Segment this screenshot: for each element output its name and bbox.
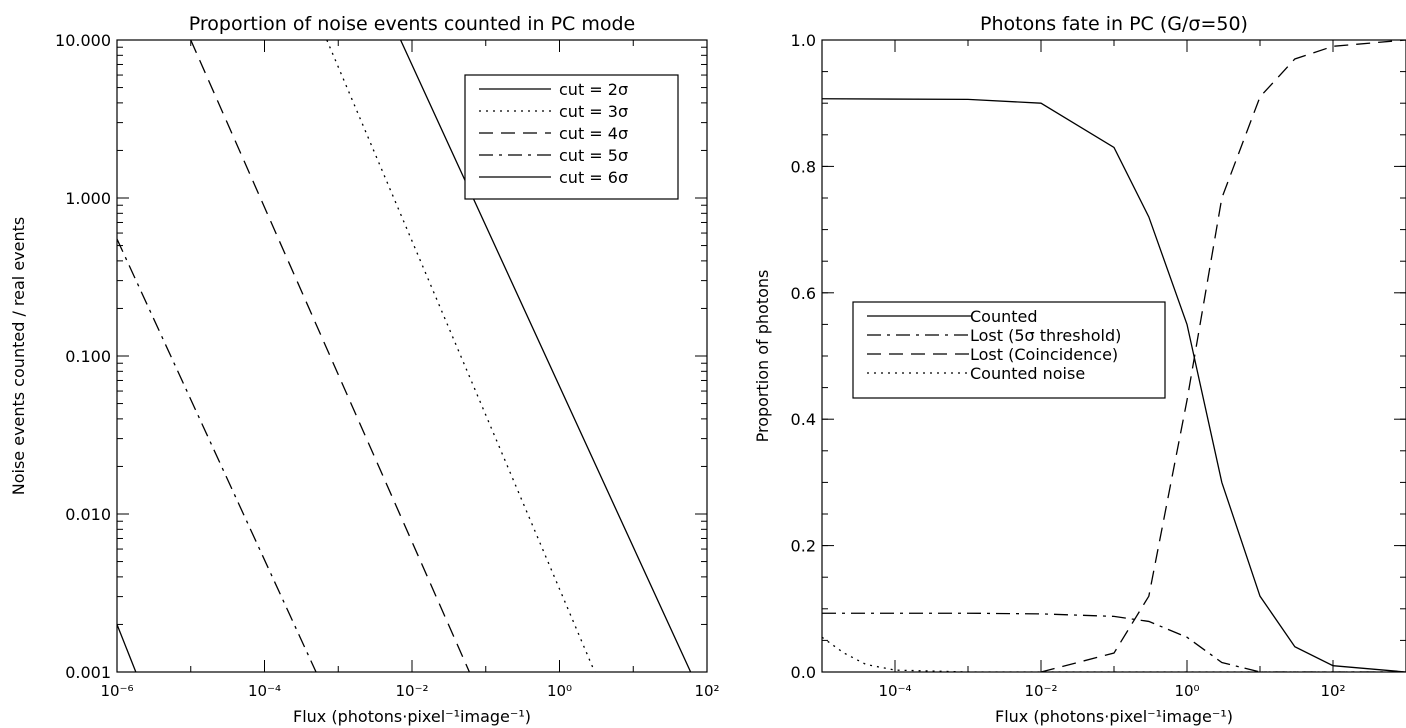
y-tick-label: 0.8 [791, 157, 816, 176]
x-tick-label: 10⁻² [1024, 682, 1057, 700]
series-line [822, 612, 1406, 672]
legend-label: cut = 3σ [559, 102, 628, 121]
y-tick-label: 0.100 [65, 347, 111, 366]
legend-label: cut = 2σ [559, 80, 628, 99]
y-tick-label: 1.0 [791, 31, 816, 50]
x-tick-label: 10⁻⁴ [878, 682, 911, 700]
legend-label: Counted noise [970, 364, 1085, 383]
chart-title: Proportion of noise events counted in PC… [189, 13, 635, 35]
series-line [190, 40, 470, 672]
x-tick-label: 10⁻⁴ [248, 682, 281, 700]
series-line [1040, 40, 1406, 672]
legend-label: cut = 6σ [559, 168, 628, 187]
x-axis-label: Flux (photons·pixel⁻¹image⁻¹) [995, 707, 1233, 726]
legend: cut = 2σ cut = 3σ cut = 4σ cut = 5σ cut = 6σ [464, 74, 679, 200]
x-tick-label: 10⁻² [395, 682, 428, 700]
y-tick-label: 0.010 [65, 505, 111, 524]
chart-title: Photons fate in PC (G/σ=50) [980, 13, 1248, 35]
legend-label: Counted [970, 307, 1038, 326]
x-tick-label: 10⁻⁶ [100, 682, 133, 700]
legend-box [852, 301, 1166, 399]
series-line [822, 636, 1406, 672]
y-tick-label: 0.6 [791, 284, 816, 303]
y-axis-label: Proportion of photons [753, 270, 772, 443]
y-tick-label: 0.2 [791, 537, 816, 556]
series-line [326, 40, 596, 672]
photons-fate-chart: Photons fate in PC (G/σ=50) 10⁻⁴ 10⁻² 10⁰ 10… [753, 13, 1406, 726]
legend-label: cut = 5σ [559, 146, 628, 165]
legend-label: Lost (5σ threshold) [970, 326, 1121, 345]
y-axis-label: Noise events counted / real events [9, 217, 28, 495]
series-line [399, 40, 692, 672]
x-tick-label: 10⁰ [1174, 682, 1199, 700]
y-tick-label: 0.001 [65, 663, 111, 682]
legend-box [464, 74, 679, 200]
x-axis-label: Flux (photons·pixel⁻¹image⁻¹) [293, 707, 531, 726]
legend-label: cut = 4σ [559, 124, 628, 143]
x-tick-label: 10² [1320, 682, 1345, 700]
series-line [822, 98, 1406, 672]
y-tick-label: 10.000 [55, 31, 111, 50]
series-line [117, 624, 137, 672]
y-tick-label: 0.4 [791, 410, 816, 429]
x-tick-label: 10² [694, 682, 719, 700]
legend-label: Lost (Coincidence) [970, 345, 1118, 364]
x-tick-label: 10⁰ [547, 682, 572, 700]
noise-events-chart: Proportion of noise events counted in PC… [9, 13, 720, 726]
y-tick-label: 0.0 [791, 663, 816, 682]
series-line [117, 238, 317, 672]
y-tick-label: 1.000 [65, 189, 111, 208]
